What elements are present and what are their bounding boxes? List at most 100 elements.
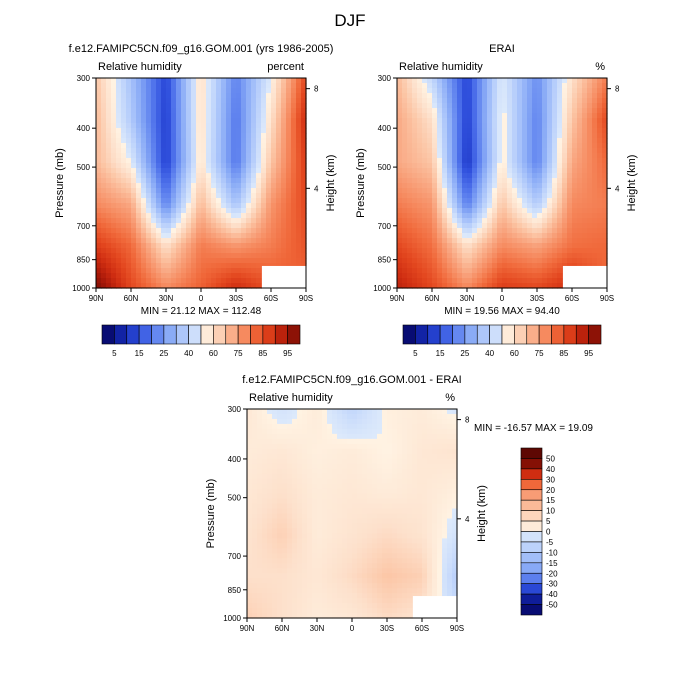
colorbar-label: 40	[184, 349, 193, 358]
heatmap-cell	[472, 103, 478, 109]
heatmap-cell	[412, 533, 418, 539]
heatmap-cell	[587, 243, 593, 249]
heatmap-cell	[251, 133, 257, 139]
heatmap-cell	[186, 83, 192, 89]
heatmap-cell	[457, 78, 463, 84]
heatmap-cell	[462, 278, 468, 284]
heatmap-cell	[282, 453, 288, 460]
heatmap-cell	[196, 263, 202, 269]
heatmap-cell	[301, 188, 307, 194]
heatmap-cell	[557, 188, 563, 194]
heatmap-cell	[402, 409, 408, 415]
heatmap-cell	[327, 528, 333, 535]
heatmap-cell	[577, 93, 583, 99]
heatmap-cell	[126, 243, 132, 249]
heatmap-cell	[322, 438, 328, 445]
heatmap-cell	[387, 518, 393, 525]
heatmap-cell	[246, 178, 252, 184]
heatmap-cell	[307, 488, 313, 495]
heatmap-cell	[472, 148, 478, 154]
heatmap-cell	[296, 203, 302, 209]
heatmap-cell	[201, 103, 207, 109]
heatmap-cell	[552, 238, 558, 244]
heatmap-cell	[357, 409, 363, 415]
heatmap-cell	[477, 278, 483, 284]
heatmap-cell	[281, 113, 287, 119]
heatmap-cell	[417, 483, 423, 490]
heatmap-cell	[236, 198, 242, 204]
heatmap-cell	[477, 228, 483, 234]
heatmap-cell	[582, 158, 588, 164]
heatmap-cell	[587, 163, 593, 169]
heatmap-cell	[477, 158, 483, 164]
heatmap-cell	[266, 193, 272, 199]
heatmap-cell	[121, 138, 127, 144]
heatmap-cell	[317, 428, 323, 435]
heatmap-cell	[301, 223, 307, 229]
heatmap-cell	[497, 118, 503, 124]
heatmap-cell	[292, 413, 298, 420]
heatmap-cell	[256, 128, 262, 134]
heatmap-cell	[497, 223, 503, 229]
heatmap-cell	[151, 88, 157, 94]
heatmap-cell	[532, 273, 538, 279]
heatmap-cell	[191, 103, 197, 109]
heatmap-cell	[287, 423, 293, 430]
heatmap-cell	[507, 188, 513, 194]
heatmap-cell	[307, 453, 313, 460]
heatmap-cell	[272, 413, 278, 420]
heatmap-cell	[572, 138, 578, 144]
heatmap-cell	[477, 143, 483, 149]
heatmap-cell	[277, 473, 283, 480]
heatmap-cell	[146, 213, 152, 219]
heatmap-cell	[407, 108, 413, 114]
heatmap-cell	[512, 268, 518, 274]
heatmap-cell	[447, 423, 453, 430]
heatmap-cell	[251, 283, 257, 289]
heatmap-cell	[487, 128, 493, 134]
colorbar-label: 40	[485, 349, 494, 358]
heatmap-cell	[292, 503, 298, 510]
heatmap-cell	[377, 453, 383, 460]
heatmap-cell	[472, 153, 478, 159]
heatmap-cell	[111, 228, 117, 234]
heatmap-cell	[542, 188, 548, 194]
heatmap-cell	[131, 193, 137, 199]
heatmap-cell	[432, 213, 438, 219]
heatmap-cell	[332, 523, 338, 530]
heatmap-cell	[317, 563, 323, 569]
heatmap-cell	[417, 123, 423, 129]
heatmap-cell	[457, 268, 463, 274]
heatmap-cell	[257, 443, 263, 450]
heatmap-cell	[101, 283, 107, 289]
heatmap-cell	[397, 193, 403, 199]
heatmap-cell	[267, 433, 273, 440]
heatmap-cell	[557, 128, 563, 134]
heatmap-cell	[387, 538, 393, 544]
heatmap-cell	[262, 463, 268, 470]
heatmap-cell	[462, 158, 468, 164]
heatmap-cell	[332, 468, 338, 475]
heatmap-cell	[527, 273, 533, 279]
heatmap-cell	[427, 143, 433, 149]
heatmap-cell	[442, 448, 448, 455]
y-axis-label: Pressure (mb)	[355, 148, 367, 218]
heatmap-cell	[216, 158, 222, 164]
heatmap-cell	[432, 278, 438, 284]
heatmap-cell	[427, 478, 433, 485]
heatmap-cell	[507, 123, 513, 129]
heatmap-cell	[432, 188, 438, 194]
heatmap-cell	[517, 228, 523, 234]
heatmap-cell	[101, 158, 107, 164]
heatmap-cell	[287, 458, 293, 465]
heatmap-cell	[407, 538, 413, 544]
heatmap-cell	[106, 268, 112, 274]
heatmap-cell	[256, 143, 262, 149]
heatmap-cell	[352, 493, 358, 500]
heatmap-cell	[241, 218, 247, 224]
heatmap-cell	[246, 128, 252, 134]
heatmap-cell	[256, 113, 262, 119]
heatmap-cell	[582, 188, 588, 194]
heatmap-cell	[427, 113, 433, 119]
heatmap-cell	[472, 143, 478, 149]
